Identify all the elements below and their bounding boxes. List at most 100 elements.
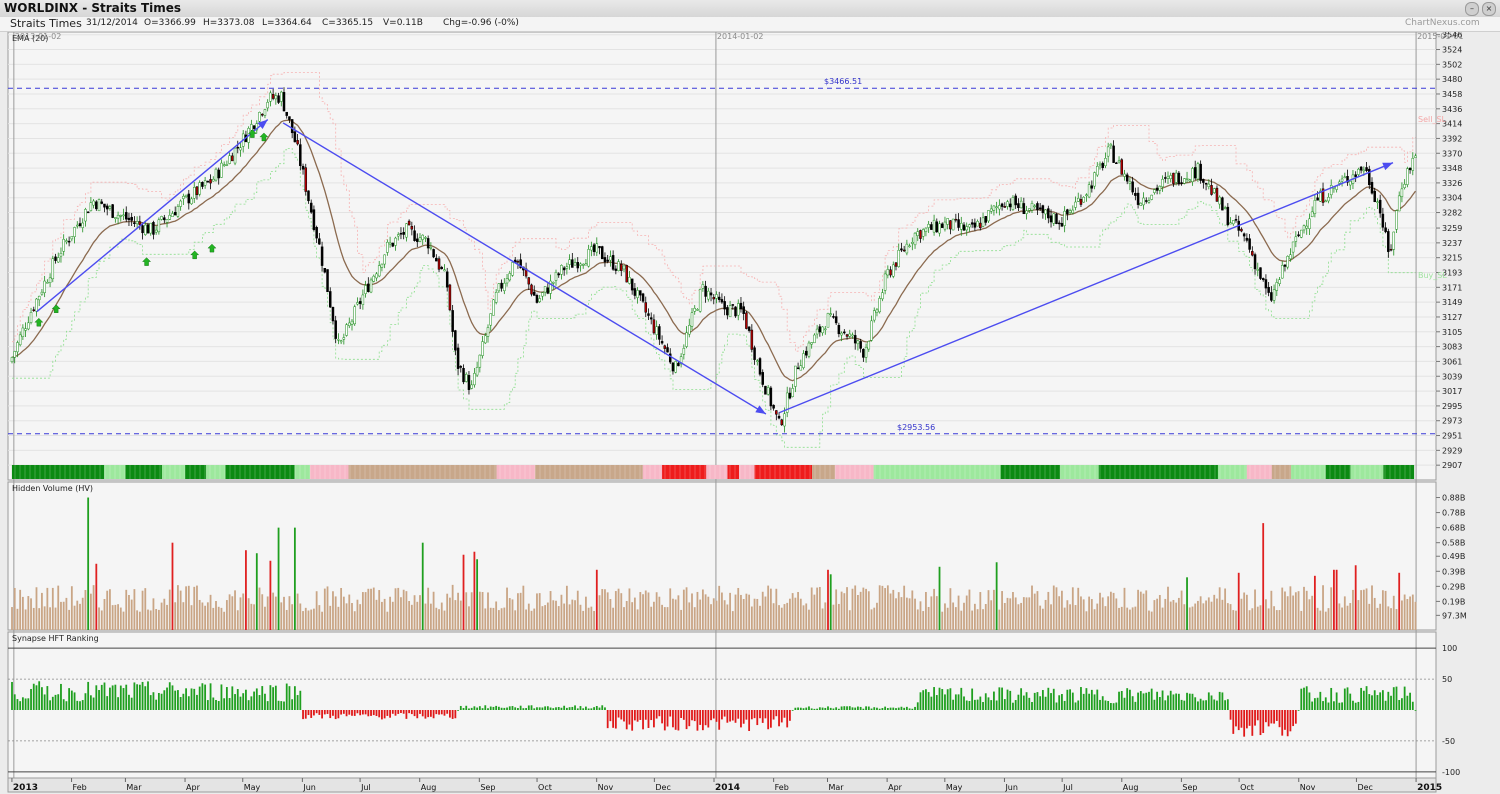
- volume-bar: [1406, 599, 1409, 630]
- volume-bar: [541, 606, 544, 630]
- ranking-tick-label: 50: [1442, 675, 1452, 684]
- price-tick-label: 2995: [1442, 402, 1462, 411]
- ranking-bar: [1055, 702, 1058, 710]
- candle-body: [492, 299, 495, 316]
- candle-body: [146, 224, 150, 234]
- ranking-bar: [315, 710, 318, 714]
- volume-bar: [122, 611, 125, 630]
- candle-body: [296, 140, 299, 145]
- candle-body: [946, 218, 949, 225]
- close-button[interactable]: ×: [1482, 2, 1496, 16]
- price-tick-label: 3061: [1442, 357, 1462, 366]
- volume-bar: [919, 601, 922, 630]
- candle-body: [671, 362, 675, 372]
- level-label: $2953.56: [897, 423, 935, 432]
- volume-bar: [1319, 610, 1322, 630]
- candle-body: [1397, 195, 1401, 212]
- candle-body: [949, 220, 952, 230]
- ranking-bar: [571, 706, 574, 710]
- candle-body: [464, 373, 468, 382]
- ranking-bar: [1376, 695, 1379, 710]
- ribbon-segment: [294, 465, 311, 479]
- volume-bar: [296, 593, 299, 630]
- volume-bar: [1414, 601, 1417, 630]
- ranking-bar: [625, 710, 628, 730]
- volume-bar: [715, 600, 718, 630]
- volume-bar: [245, 550, 247, 630]
- candle-body: [742, 306, 745, 314]
- ranking-bar: [587, 708, 590, 710]
- candle-body: [856, 340, 860, 345]
- candle-body: [250, 124, 253, 131]
- volume-bar: [963, 602, 965, 630]
- ranking-bar: [949, 688, 952, 710]
- candle-body: [1000, 203, 1004, 207]
- volume-bar: [470, 592, 473, 630]
- candle-body: [511, 262, 514, 276]
- candle-body: [595, 243, 599, 253]
- candle-body: [1028, 208, 1031, 211]
- candle-body: [813, 334, 816, 344]
- candle-body: [1294, 236, 1298, 242]
- ranking-bar: [674, 710, 677, 730]
- candle-body: [54, 256, 57, 261]
- volume-bar: [876, 602, 878, 630]
- volume-bar: [786, 602, 789, 630]
- volume-bar: [911, 590, 914, 630]
- ranking-bar: [367, 710, 370, 717]
- ranking-bar: [171, 685, 174, 710]
- candle-body: [905, 243, 909, 254]
- candle-body: [530, 284, 533, 295]
- ranking-bar: [1104, 700, 1107, 710]
- ranking-bar: [111, 685, 114, 710]
- ranking-bar: [636, 710, 639, 722]
- volume-bar: [206, 602, 209, 630]
- candle-body: [212, 178, 215, 182]
- volume-bar: [1126, 607, 1129, 630]
- candle-body: [1376, 201, 1379, 203]
- candle-body: [1188, 179, 1192, 182]
- ranking-bar: [348, 710, 351, 715]
- ranking-bar: [892, 707, 895, 710]
- volume-bar: [128, 594, 130, 630]
- volume-bar: [1107, 596, 1110, 630]
- ranking-bar: [511, 706, 514, 710]
- candle-body: [364, 285, 367, 294]
- ranking-bar: [217, 701, 220, 710]
- volume-bar: [348, 594, 351, 630]
- volume-bar: [166, 604, 168, 630]
- volume-bar: [742, 598, 745, 630]
- candle-body: [783, 413, 786, 427]
- buy-arrow-icon: [34, 317, 44, 327]
- ranking-bar: [163, 690, 166, 710]
- volume-bar: [957, 595, 960, 630]
- volume-bar: [644, 590, 647, 630]
- ranking-bar: [1319, 691, 1322, 710]
- volume-bar: [873, 607, 876, 630]
- candle-body: [293, 131, 297, 143]
- candle-body: [1253, 254, 1257, 270]
- volume-bar: [1001, 591, 1003, 630]
- ranking-bar: [30, 688, 32, 710]
- volume-bar: [527, 603, 530, 630]
- ranking-bar: [1039, 696, 1042, 710]
- ranking-bar: [780, 710, 783, 723]
- quote-change: Chg=-0.96 (-0%): [443, 18, 519, 28]
- volume-bar: [1158, 594, 1161, 630]
- ranking-bar: [546, 706, 549, 710]
- volume-bar: [70, 586, 73, 630]
- candle-body: [731, 304, 735, 306]
- ranking-bar: [109, 687, 111, 710]
- ranking-bar: [925, 689, 927, 710]
- volume-bar: [225, 600, 228, 630]
- ranking-bar: [1398, 700, 1401, 710]
- candle-body: [1038, 207, 1042, 210]
- volume-bar: [544, 605, 547, 630]
- candle-body: [1131, 181, 1134, 193]
- volume-bar: [372, 587, 375, 630]
- candle-body: [1180, 182, 1183, 184]
- ranking-bar: [283, 701, 285, 710]
- ranking-bar: [897, 707, 900, 710]
- minimize-button[interactable]: –: [1465, 2, 1479, 16]
- candle-body: [791, 388, 794, 397]
